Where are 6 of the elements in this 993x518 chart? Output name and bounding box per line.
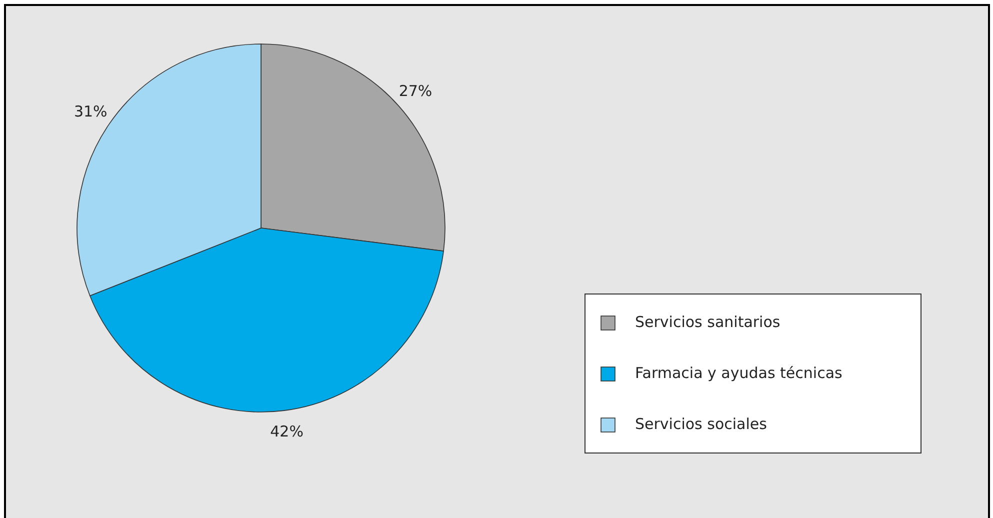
data-label: 27% (398, 82, 432, 100)
legend-label: Servicios sanitarios (635, 313, 780, 332)
data-label: 31% (74, 102, 108, 120)
legend-label: Farmacia y ayudas técnicas (635, 364, 843, 382)
data-label: 42% (270, 422, 304, 440)
legend-label: Servicios sociales (635, 415, 768, 434)
